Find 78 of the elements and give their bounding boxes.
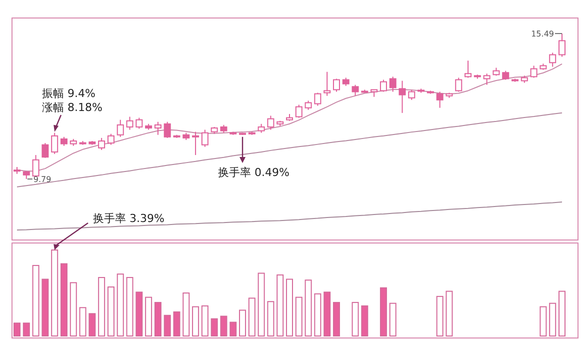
annotation: 涨幅 8.18% <box>42 101 102 114</box>
candlestick <box>107 133 114 146</box>
candlestick <box>332 78 340 92</box>
bar <box>446 290 453 336</box>
bar <box>436 296 444 336</box>
candlestick <box>51 132 58 155</box>
bar <box>210 318 218 336</box>
candlestick <box>126 116 134 130</box>
annotation: 15.49 <box>531 30 554 39</box>
bar <box>116 274 124 336</box>
candlestick <box>483 73 490 86</box>
bar <box>324 292 331 336</box>
bar <box>14 322 20 336</box>
annotation: 9.79 <box>33 175 52 184</box>
candlestick <box>304 100 312 110</box>
bar <box>145 296 152 336</box>
bar <box>276 274 284 336</box>
bar <box>173 311 180 336</box>
bar <box>361 305 368 336</box>
bar <box>88 313 96 336</box>
candlestick <box>136 117 143 130</box>
candlestick <box>558 33 566 58</box>
bar <box>79 307 86 336</box>
candlestick <box>267 115 274 130</box>
bar <box>107 286 114 336</box>
bar <box>314 293 322 336</box>
bar <box>332 302 340 336</box>
candlestick <box>314 92 322 106</box>
candlestick <box>436 91 444 108</box>
candlestick <box>192 131 200 156</box>
bar <box>248 298 256 336</box>
candlestick <box>408 89 416 100</box>
bar <box>540 306 547 336</box>
annotation: 换手率 3.39% <box>93 212 164 225</box>
candlestick <box>464 60 472 78</box>
bar <box>286 278 293 336</box>
annotation: 振幅 9.4% <box>42 87 96 100</box>
bar <box>558 290 566 336</box>
bar <box>230 322 237 336</box>
candlestick <box>324 71 331 96</box>
candlestick <box>389 76 396 92</box>
candlestick <box>42 142 49 158</box>
candlestick <box>164 121 171 138</box>
bar <box>549 302 556 336</box>
bar <box>32 264 40 336</box>
candlestick <box>98 137 106 150</box>
candlestick <box>380 79 387 92</box>
bar <box>60 263 68 336</box>
bar <box>22 322 30 336</box>
bar <box>380 287 387 336</box>
bar <box>389 302 396 336</box>
bar <box>70 282 77 336</box>
candlestick <box>455 77 462 92</box>
bar <box>239 310 246 336</box>
bar <box>42 278 49 336</box>
bar <box>98 277 106 336</box>
candlestick <box>116 119 124 138</box>
bar <box>295 296 302 336</box>
bar <box>352 302 359 336</box>
bar <box>192 306 200 336</box>
bar <box>201 305 208 336</box>
bar <box>182 292 190 336</box>
candlestick <box>398 80 406 114</box>
candlestick <box>352 84 359 96</box>
candlestick <box>549 52 556 68</box>
bar <box>220 316 228 336</box>
bar <box>136 292 143 336</box>
bar <box>154 302 162 336</box>
bar <box>258 272 265 336</box>
candlestick <box>530 65 538 78</box>
bar <box>126 277 134 336</box>
bar <box>164 314 171 336</box>
annotation: 换手率 0.49% <box>218 166 290 179</box>
candlestick <box>154 121 162 136</box>
bar <box>267 301 274 336</box>
candlestick <box>295 104 302 118</box>
bar <box>304 280 312 336</box>
candlestick <box>201 129 208 148</box>
